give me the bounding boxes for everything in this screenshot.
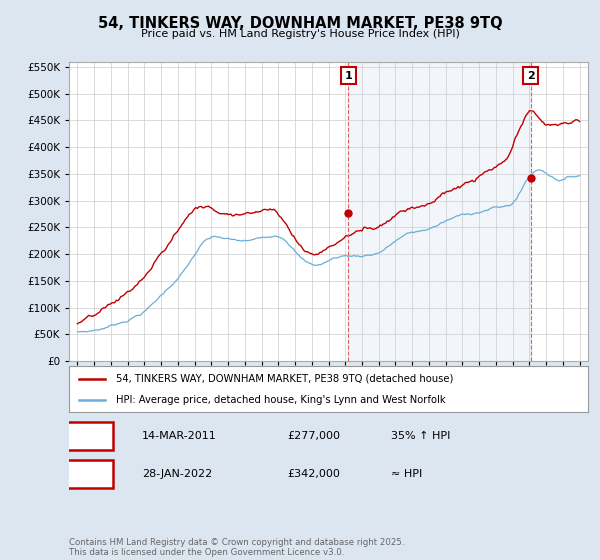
Text: 35% ↑ HPI: 35% ↑ HPI bbox=[391, 431, 450, 441]
Text: 28-JAN-2022: 28-JAN-2022 bbox=[142, 469, 212, 479]
Text: ≈ HPI: ≈ HPI bbox=[391, 469, 422, 479]
Text: 1: 1 bbox=[85, 430, 94, 443]
FancyBboxPatch shape bbox=[67, 460, 113, 488]
Text: 1: 1 bbox=[344, 71, 352, 81]
Text: Contains HM Land Registry data © Crown copyright and database right 2025.
This d: Contains HM Land Registry data © Crown c… bbox=[69, 538, 404, 557]
Bar bbox=[349, 62, 530, 361]
Text: £277,000: £277,000 bbox=[287, 431, 340, 441]
FancyBboxPatch shape bbox=[67, 422, 113, 450]
Text: Price paid vs. HM Land Registry's House Price Index (HPI): Price paid vs. HM Land Registry's House … bbox=[140, 29, 460, 39]
Text: £342,000: £342,000 bbox=[287, 469, 340, 479]
Text: 54, TINKERS WAY, DOWNHAM MARKET, PE38 9TQ (detached house): 54, TINKERS WAY, DOWNHAM MARKET, PE38 9T… bbox=[116, 374, 453, 384]
Text: HPI: Average price, detached house, King's Lynn and West Norfolk: HPI: Average price, detached house, King… bbox=[116, 395, 445, 405]
Text: 54, TINKERS WAY, DOWNHAM MARKET, PE38 9TQ: 54, TINKERS WAY, DOWNHAM MARKET, PE38 9T… bbox=[98, 16, 502, 31]
Text: 2: 2 bbox=[527, 71, 535, 81]
Text: 2: 2 bbox=[85, 467, 94, 480]
Text: 14-MAR-2011: 14-MAR-2011 bbox=[142, 431, 217, 441]
